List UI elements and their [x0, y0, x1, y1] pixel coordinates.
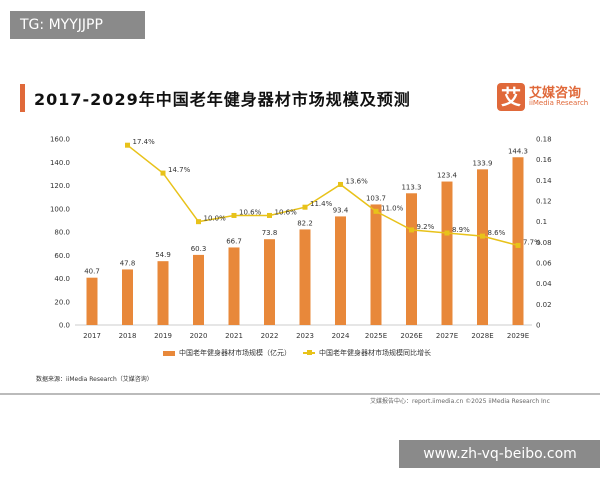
watermark-top: TG: MYYJJPP — [10, 11, 145, 39]
bar-data-label: 103.7 — [366, 194, 386, 202]
bar-data-label: 82.2 — [297, 219, 313, 227]
line-data-label: 10.0% — [204, 215, 227, 223]
growth-point — [267, 212, 272, 218]
left-axis-tick: 40.0 — [54, 275, 70, 283]
bar — [335, 216, 346, 325]
growth-point — [160, 170, 166, 176]
x-axis-tick: 2024 — [332, 332, 350, 340]
legend-bar-label: 中国老年健身器材市场规模（亿元） — [179, 349, 291, 357]
growth-point — [480, 233, 485, 239]
chart-title: 2017-2029年中国老年健身器材市场规模及预测 — [34, 90, 411, 109]
legend-bar-swatch — [163, 350, 175, 356]
x-axis-tick: 2020 — [190, 332, 208, 340]
right-axis-tick: 0.04 — [536, 280, 552, 288]
bar — [477, 169, 488, 325]
growth-point — [125, 142, 130, 148]
bar-data-label: 133.9 — [472, 159, 492, 167]
right-axis-tick: 0.18 — [536, 136, 552, 144]
data-source: 数据来源：iiMedia Research（艾媒咨询） — [36, 376, 153, 383]
logo-text-en: iiMedia Research — [529, 99, 589, 107]
bar-data-label: 60.3 — [191, 245, 207, 253]
bar-data-label: 144.3 — [508, 147, 528, 155]
x-axis-tick: 2019 — [154, 332, 172, 340]
bar — [406, 193, 417, 325]
right-axis-tick: 0 — [536, 322, 540, 330]
x-axis-tick: 2022 — [261, 332, 279, 340]
growth-point — [515, 242, 521, 248]
growth-point — [338, 181, 343, 187]
bar — [441, 181, 453, 325]
line-data-label: 9.2% — [417, 223, 435, 231]
x-axis-tick: 2028E — [471, 332, 493, 340]
legend: 中国老年健身器材市场规模（亿元） 中国老年健身器材市场规模同比增长 — [163, 348, 431, 358]
bar — [228, 247, 240, 325]
line-data-label: 10.6% — [239, 208, 262, 216]
growth-point — [302, 204, 308, 210]
right-axis-tick: 0.16 — [536, 156, 552, 164]
bar-data-label: 54.9 — [155, 251, 171, 259]
right-axis-tick: 0.06 — [536, 260, 552, 268]
watermark-bottom: www.zh-vq-beibo.com — [399, 440, 600, 468]
bar-data-label: 73.8 — [262, 229, 278, 237]
line-data-label: 10.6% — [275, 208, 298, 216]
right-axis-tick: 0.14 — [536, 177, 552, 185]
growth-line — [127, 144, 519, 247]
left-axis-tick: 160.0 — [50, 136, 70, 144]
bar — [157, 261, 169, 325]
line-data-label: 14.7% — [168, 166, 191, 174]
line-data-label: 8.6% — [488, 229, 506, 237]
x-axis-tick: 2021 — [225, 332, 243, 340]
x-axis-tick: 2023 — [296, 332, 314, 340]
bar — [512, 157, 524, 325]
legend-line-label: 中国老年健身器材市场规模同比增长 — [319, 349, 431, 357]
bar — [122, 269, 133, 325]
bar — [299, 229, 311, 325]
right-axis-tick: 0.08 — [536, 239, 552, 247]
left-axis-tick: 80.0 — [54, 229, 70, 237]
legend-line-swatch — [303, 350, 315, 355]
growth-point — [444, 230, 450, 236]
bar-data-label: 93.4 — [333, 206, 349, 214]
growth-point — [231, 212, 237, 218]
bar-data-label: 40.7 — [84, 268, 100, 276]
imedia-logo-icon: 艾 — [497, 83, 525, 111]
bar-data-label: 123.4 — [437, 172, 458, 180]
x-axis-tick: 2017 — [83, 332, 101, 340]
left-axis-tick: 120.0 — [50, 182, 70, 190]
left-axis-tick: 20.0 — [54, 298, 70, 306]
line-data-label: 11.4% — [310, 200, 333, 208]
line-data-label: 8.9% — [452, 226, 470, 234]
growth-point — [409, 227, 414, 233]
bar-data-label: 66.7 — [226, 237, 242, 245]
x-axis-tick: 2029E — [507, 332, 529, 340]
divider — [0, 393, 600, 395]
line-data-label: 17.4% — [133, 138, 156, 146]
left-axis-tick: 100.0 — [50, 205, 70, 213]
bar — [264, 239, 275, 325]
left-axis-tick: 140.0 — [50, 159, 70, 167]
x-axis-tick: 2026E — [400, 332, 422, 340]
bar-data-label: 113.3 — [401, 183, 421, 191]
left-axis-tick: 60.0 — [54, 252, 70, 260]
title-accent-bar — [20, 84, 25, 112]
line-data-label: 11.0% — [381, 204, 404, 212]
x-axis-tick: 2027E — [436, 332, 458, 340]
x-axis-tick: 2018 — [119, 332, 137, 340]
growth-point — [196, 219, 201, 225]
growth-point — [373, 208, 379, 214]
right-axis-tick: 0.02 — [536, 301, 552, 309]
right-axis-tick: 0.12 — [536, 198, 552, 206]
bar — [193, 254, 204, 325]
left-axis-tick: 0.0 — [59, 322, 70, 330]
logo-text-cn: 艾媒咨询 — [529, 86, 582, 101]
footer: 艾媒报告中心：report.iimedia.cn ©2025 iiMedia R… — [370, 398, 550, 405]
bar-data-label: 47.8 — [120, 259, 136, 267]
right-axis-tick: 0.1 — [536, 218, 547, 226]
line-data-label: 7.7% — [523, 238, 541, 246]
bar — [86, 277, 98, 325]
line-data-label: 13.6% — [346, 177, 369, 185]
bar — [370, 204, 382, 325]
x-axis-tick: 2025E — [365, 332, 387, 340]
